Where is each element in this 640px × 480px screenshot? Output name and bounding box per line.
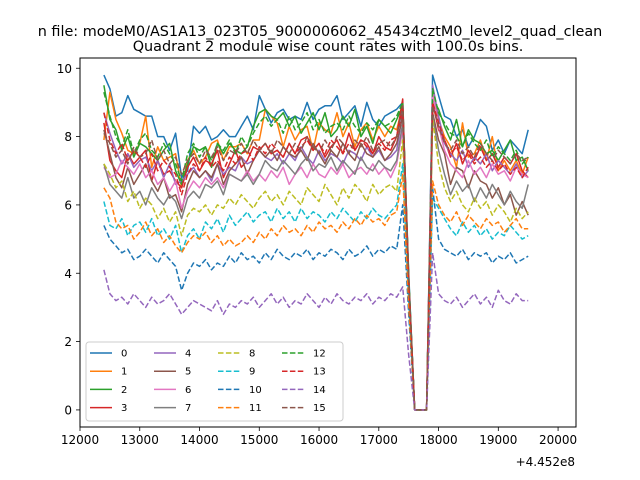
series-line-11 <box>103 173 529 411</box>
series-line-12 <box>103 88 529 411</box>
series-line-2 <box>103 85 529 411</box>
y-tick-label: 10 <box>57 62 72 76</box>
y-axis: 0 2 4 6 8 10 <box>57 62 80 417</box>
series-line-4 <box>103 84 529 411</box>
legend-label-10: 10 <box>249 385 262 396</box>
x-axis: 12000 13000 14000 15000 16000 17000 18000 19000… <box>61 427 577 447</box>
y-tick-label: 2 <box>64 335 72 349</box>
axes-frame <box>79 57 577 428</box>
x-offset-label: +4.452e8 <box>516 455 575 469</box>
series-line-9 <box>103 163 529 411</box>
figure-suptitle: n file: modeM0/AS1A13_023T05_9000006062_… <box>38 24 603 40</box>
legend-label-1: 1 <box>121 367 127 378</box>
legend-label-12: 12 <box>313 349 326 360</box>
legend-label-6: 6 <box>185 385 191 396</box>
legend-label-7: 7 <box>185 403 191 414</box>
x-tick-label: 17000 <box>360 433 398 447</box>
chart-title: Quadrant 2 module wise count rates with … <box>133 39 524 55</box>
y-tick-label: 4 <box>64 267 72 281</box>
legend-label-9: 9 <box>249 367 255 378</box>
legend-label-13: 13 <box>313 367 326 378</box>
x-tick-label: 14000 <box>180 433 218 447</box>
x-tick-label: 16000 <box>300 433 338 447</box>
series-line-6 <box>103 91 529 411</box>
series-line-7 <box>103 115 529 411</box>
legend-label-14: 14 <box>313 385 326 396</box>
legend-label-2: 2 <box>121 385 127 396</box>
x-tick-label: 20000 <box>539 433 577 447</box>
legend-label-5: 5 <box>185 367 191 378</box>
series-line-5 <box>103 111 529 411</box>
x-tick-label: 19000 <box>479 433 517 447</box>
y-tick-label: 0 <box>64 403 72 417</box>
y-tick-label: 8 <box>64 130 72 144</box>
legend-label-0: 0 <box>121 349 127 360</box>
legend-label-4: 4 <box>185 349 191 360</box>
series-line-15 <box>103 105 529 411</box>
series-line-10 <box>103 187 529 411</box>
legend-label-8: 8 <box>249 349 255 360</box>
legend-label-15: 15 <box>313 403 326 414</box>
x-tick-label: 13000 <box>121 433 159 447</box>
series-layer <box>103 74 529 411</box>
legend-label-11: 11 <box>249 403 262 414</box>
y-tick-label: 6 <box>64 198 72 212</box>
x-tick-label: 18000 <box>419 433 457 447</box>
legend-label-3: 3 <box>121 403 127 414</box>
series-line-13 <box>103 101 529 411</box>
x-tick-label: 15000 <box>240 433 278 447</box>
series-line-8 <box>103 118 529 411</box>
series-line-14 <box>103 252 529 411</box>
series-line-0 <box>103 74 529 411</box>
x-tick-label: 12000 <box>61 433 99 447</box>
legend-box <box>85 341 344 422</box>
